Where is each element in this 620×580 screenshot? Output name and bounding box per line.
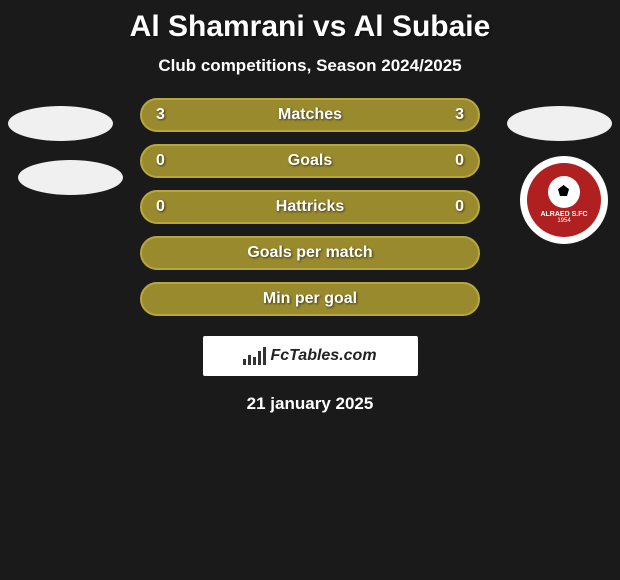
player-left-avatar-top [8, 106, 113, 141]
stat-row-goals-per-match: Goals per match [140, 236, 480, 270]
stat-right-value: 0 [455, 152, 464, 170]
stat-right-value: 3 [455, 106, 464, 124]
stats-area: ALRAED S.FC 1954 3 Matches 3 0 Goals 0 0… [0, 98, 620, 316]
soccer-ball-icon [548, 176, 580, 208]
stat-row-min-per-goal: Min per goal [140, 282, 480, 316]
comparison-card: Al Shamrani vs Al Subaie Club competitio… [0, 0, 620, 414]
stat-label: Goals [288, 152, 332, 170]
stat-left-value: 3 [156, 106, 165, 124]
club-badge: ALRAED S.FC 1954 [520, 156, 608, 244]
page-title: Al Shamrani vs Al Subaie [0, 10, 620, 44]
club-name: ALRAED S.FC [540, 211, 587, 218]
stat-left-value: 0 [156, 152, 165, 170]
stat-rows: 3 Matches 3 0 Goals 0 0 Hattricks 0 Goal… [140, 98, 480, 316]
player-right-avatar-top [507, 106, 612, 141]
stat-right-value: 0 [455, 198, 464, 216]
stat-label: Goals per match [247, 244, 372, 262]
date-label: 21 january 2025 [0, 394, 620, 414]
stat-row-matches: 3 Matches 3 [140, 98, 480, 132]
bar-chart-icon [243, 347, 266, 365]
club-year: 1954 [557, 218, 570, 224]
branding-badge: FcTables.com [203, 336, 418, 376]
player-left-avatar-bottom [18, 160, 123, 195]
stat-row-goals: 0 Goals 0 [140, 144, 480, 178]
stat-left-value: 0 [156, 198, 165, 216]
stat-row-hattricks: 0 Hattricks 0 [140, 190, 480, 224]
branding-text: FcTables.com [270, 347, 376, 365]
stat-label: Matches [278, 106, 342, 124]
subtitle: Club competitions, Season 2024/2025 [0, 56, 620, 76]
stat-label: Hattricks [276, 198, 344, 216]
club-badge-inner: ALRAED S.FC 1954 [527, 163, 601, 237]
stat-label: Min per goal [263, 290, 357, 308]
